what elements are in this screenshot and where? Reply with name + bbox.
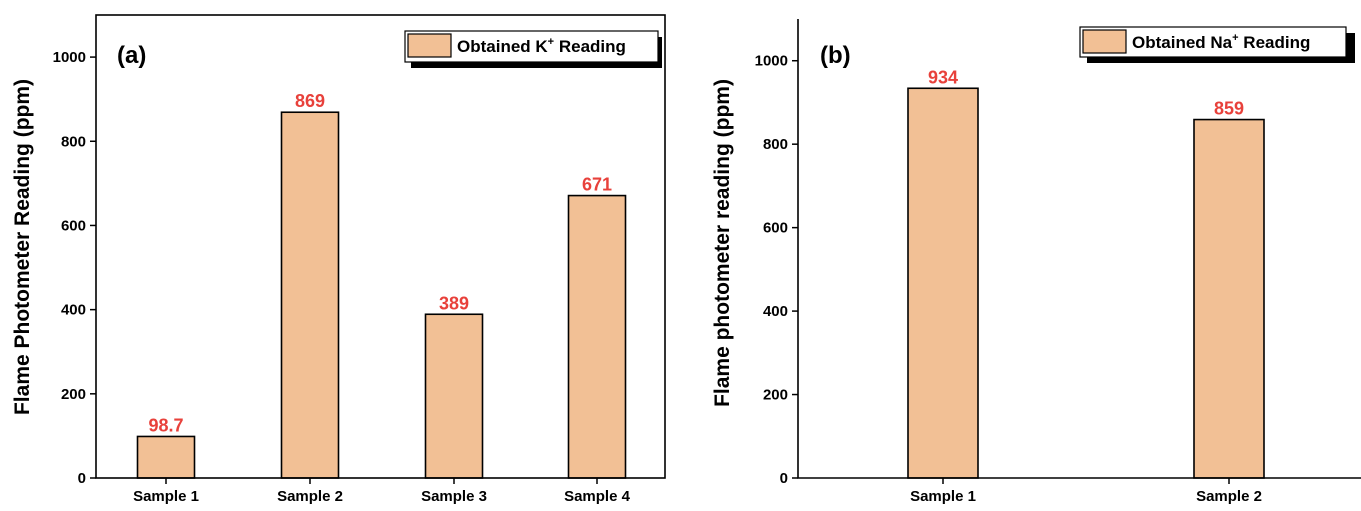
legend-b: Obtained Na+ Reading (1079, 26, 1355, 63)
legend-suffix-b: Reading (1239, 33, 1311, 52)
chart-panel-a: Flame Photometer Reading (ppm) 0 200 400 60… (11, 14, 666, 505)
bar-data-label: 389 (439, 293, 469, 313)
bar (136, 435, 196, 479)
legend-sup-b: + (1232, 32, 1238, 44)
legend-sup-a: + (548, 36, 554, 48)
y-tick-label: 200 (61, 386, 86, 403)
bar-data-label: 671 (582, 175, 612, 195)
x-tick-label: Sample 1 (910, 488, 976, 505)
legend-text-a: Obtained K+ Reading (457, 36, 626, 56)
y-tick-label: 200 (763, 387, 788, 404)
bar-data-label: 934 (928, 67, 958, 87)
legend-swatch-b (1082, 29, 1127, 54)
x-tick-label: Sample 4 (564, 488, 631, 505)
x-axis-ticks-a: Sample 1 Sample 2 Sample 3 Sample 4 (133, 478, 631, 505)
bar-data-label: 98.7 (148, 415, 183, 435)
x-tick-label: Sample 1 (133, 488, 199, 505)
x-tick-label: Sample 3 (421, 488, 487, 505)
x-axis-ticks-b: Sample 1 Sample 2 (910, 478, 1262, 505)
y-tick-label: 0 (78, 470, 86, 487)
bar-data-label: 859 (1214, 99, 1244, 119)
bar (567, 194, 627, 479)
y-tick-label: 800 (763, 136, 788, 153)
x-tick-label: Sample 2 (277, 488, 343, 505)
y-tick-label: 600 (61, 217, 86, 234)
legend-main-b: Obtained Na (1132, 33, 1233, 52)
bars-b: 934 859 (907, 67, 1265, 479)
legend-a: Obtained K+ Reading (404, 30, 662, 68)
y-tick-label: 600 (763, 220, 788, 237)
bar (1193, 118, 1265, 479)
y-tick-label: 0 (780, 470, 788, 487)
bar (280, 111, 340, 479)
bar-data-label: 869 (295, 91, 325, 111)
y-axis-label-a: Flame Photometer Reading (ppm) (11, 79, 34, 415)
panel-label-b: (b) (820, 42, 851, 69)
plot-frame-a (95, 14, 666, 479)
y-axis-ticks-a: 0 200 400 600 800 1000 (53, 49, 96, 487)
bar (907, 87, 979, 479)
legend-text-b: Obtained Na+ Reading (1132, 32, 1310, 52)
y-tick-label: 800 (61, 133, 86, 150)
y-tick-label: 400 (763, 303, 788, 320)
legend-suffix-a: Reading (554, 37, 626, 56)
bar (424, 313, 484, 479)
y-tick-label: 1000 (53, 49, 86, 66)
y-axis-ticks-b: 0 200 400 600 800 1000 (755, 53, 798, 487)
bars-a: 98.7 869 389 671 (136, 91, 627, 479)
y-tick-label: 1000 (755, 53, 788, 70)
chart-panel-b: Flame photometer reading (ppm) 0 200 400 60… (711, 19, 1361, 505)
plot-axes-b (797, 19, 1361, 479)
x-tick-label: Sample 2 (1196, 488, 1262, 505)
y-tick-label: 400 (61, 302, 86, 319)
legend-swatch-a (407, 33, 452, 58)
legend-main-a: Obtained K (457, 37, 548, 56)
panel-label-a: (a) (117, 42, 146, 69)
y-axis-label-b: Flame photometer reading (ppm) (711, 79, 734, 407)
